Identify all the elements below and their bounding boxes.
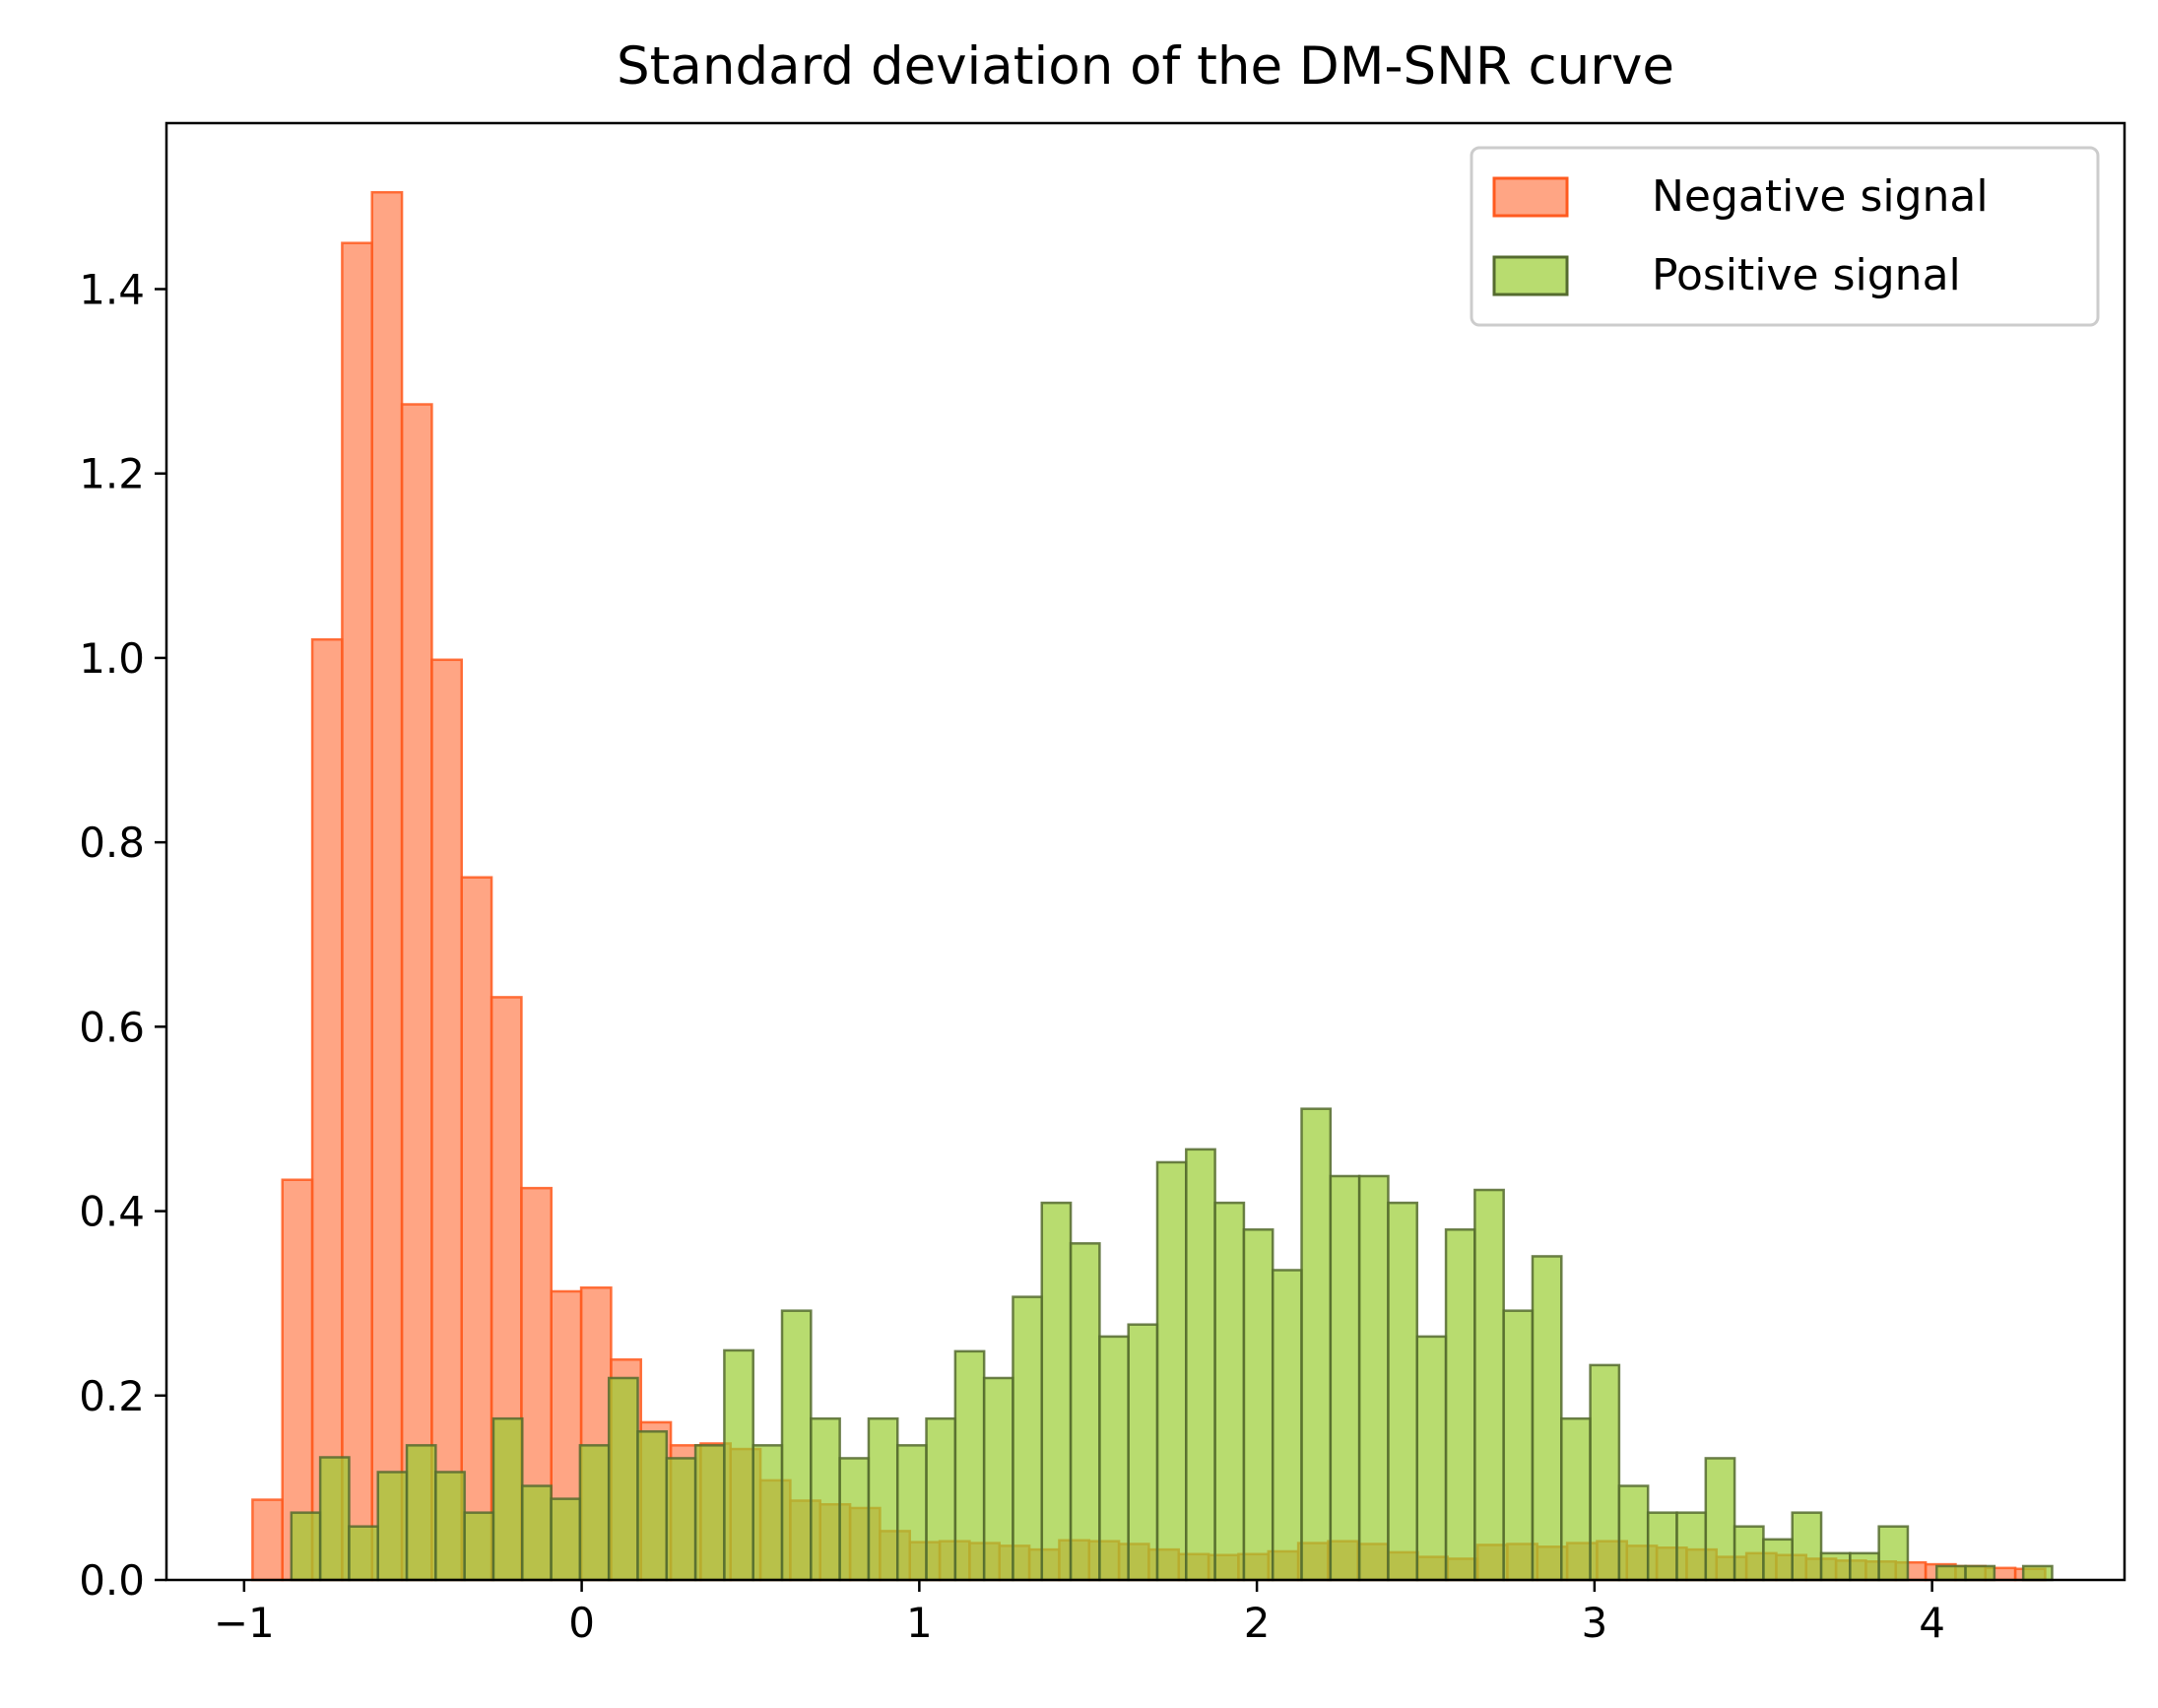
- y-tick-label: 1.4: [79, 265, 145, 313]
- legend: Negative signal Positive signal: [1470, 146, 2100, 327]
- plot-area: [251, 190, 2054, 1582]
- y-tick-label: 1.2: [79, 450, 145, 498]
- histogram-bar: [521, 1484, 553, 1582]
- histogram-bar: [491, 1416, 524, 1582]
- histogram-bar: [1733, 1525, 1765, 1582]
- histogram-bar: [1155, 1160, 1188, 1582]
- histogram-bar: [693, 1444, 726, 1582]
- histogram-bar: [1357, 1174, 1390, 1582]
- histogram-bar: [1473, 1188, 1505, 1582]
- histogram-bar: [1040, 1201, 1073, 1582]
- histogram-bar: [982, 1376, 1014, 1582]
- histogram-bar: [1560, 1416, 1592, 1582]
- legend-label-positive: Positive signal: [1652, 250, 1961, 300]
- histogram-bar: [400, 403, 433, 1582]
- histogram-bar: [1819, 1551, 1852, 1582]
- histogram-bar: [1387, 1201, 1418, 1582]
- histogram-bar: [1185, 1148, 1216, 1582]
- histogram-bar: [463, 1511, 495, 1582]
- y-tick-label: 1.0: [79, 634, 145, 683]
- histogram-bar: [1300, 1107, 1333, 1582]
- histogram-bar: [370, 190, 404, 1582]
- histogram-bar: [405, 1444, 437, 1582]
- histogram-bar: [1935, 1564, 1967, 1582]
- histogram-bar: [867, 1416, 899, 1582]
- histogram-bar: [1329, 1174, 1361, 1582]
- legend-swatch-positive: [1492, 255, 1569, 296]
- histogram-bar: [2021, 1564, 2054, 1582]
- x-tick-label: −1: [214, 1599, 275, 1647]
- histogram-bar: [1069, 1242, 1101, 1582]
- x-axis: −1 0 1 2 3 4: [214, 1580, 1945, 1647]
- histogram-bar: [1127, 1323, 1159, 1582]
- histogram-bar: [665, 1457, 697, 1582]
- histogram-bar: [550, 1497, 582, 1582]
- histogram-bar: [607, 1376, 639, 1582]
- histogram-bar: [752, 1444, 784, 1582]
- x-tick-label: 4: [1919, 1599, 1945, 1647]
- chart-title: Standard deviation of the DM-SNR curve: [617, 36, 1674, 97]
- series-positive: [290, 1107, 2054, 1582]
- histogram-bar: [636, 1430, 669, 1582]
- histogram-bar: [251, 1498, 284, 1582]
- y-tick-label: 0.2: [79, 1372, 145, 1420]
- histogram-bar: [838, 1457, 871, 1582]
- histogram-bar: [376, 1471, 409, 1582]
- histogram-bar: [1098, 1335, 1130, 1582]
- y-tick-label: 0.0: [79, 1556, 145, 1605]
- histogram-bar: [1791, 1511, 1823, 1582]
- histogram-bar: [780, 1309, 813, 1582]
- histogram-bar: [1964, 1564, 1996, 1582]
- histogram-bar: [290, 1511, 322, 1582]
- histogram-bar: [810, 1416, 841, 1582]
- histogram-bar: [723, 1348, 754, 1582]
- histogram-bar: [1502, 1309, 1535, 1582]
- histogram-bar: [434, 1471, 466, 1582]
- histogram-bar: [1849, 1551, 1880, 1582]
- y-tick-label: 0.8: [79, 819, 145, 867]
- histogram-bar: [1531, 1255, 1563, 1582]
- legend-label-negative: Negative signal: [1652, 171, 1989, 222]
- histogram-bar: [1012, 1295, 1044, 1582]
- histogram-bar: [1646, 1511, 1678, 1582]
- x-tick-label: 2: [1244, 1599, 1271, 1647]
- histogram-bar: [1704, 1457, 1736, 1582]
- histogram-bar: [1213, 1201, 1246, 1582]
- histogram-bar: [318, 1456, 351, 1582]
- histogram-bar: [310, 637, 344, 1582]
- histogram-bar: [1444, 1228, 1476, 1582]
- histogram-bar: [430, 658, 463, 1582]
- y-tick-label: 0.6: [79, 1003, 145, 1051]
- histogram-bar: [1589, 1363, 1621, 1582]
- x-tick-label: 3: [1582, 1599, 1608, 1647]
- y-tick-label: 0.4: [79, 1188, 145, 1236]
- histogram-bar: [578, 1444, 611, 1582]
- histogram-bar: [953, 1349, 986, 1582]
- histogram-bar: [1271, 1269, 1303, 1582]
- x-tick-label: 0: [568, 1599, 595, 1647]
- legend-swatch-negative: [1492, 176, 1569, 218]
- histogram-bar: [895, 1444, 928, 1582]
- legend-box: [1470, 146, 2100, 327]
- histogram-bar: [1617, 1484, 1650, 1582]
- histogram-bar: [341, 241, 373, 1582]
- x-tick-label: 1: [906, 1599, 933, 1647]
- histogram-bar: [348, 1525, 379, 1582]
- y-axis: 0.0 0.2 0.4 0.6 0.8 1.0 1.2 1.4: [79, 265, 166, 1605]
- histogram-bar: [1675, 1511, 1708, 1582]
- histogram-bar: [1242, 1228, 1275, 1582]
- histogram-bar: [460, 876, 493, 1582]
- histogram-bar: [1415, 1335, 1448, 1582]
- histogram-bar: [1877, 1525, 1910, 1582]
- histogram-bar: [925, 1416, 957, 1582]
- axes-frame: [164, 121, 2126, 1582]
- histogram-bar: [1762, 1538, 1794, 1582]
